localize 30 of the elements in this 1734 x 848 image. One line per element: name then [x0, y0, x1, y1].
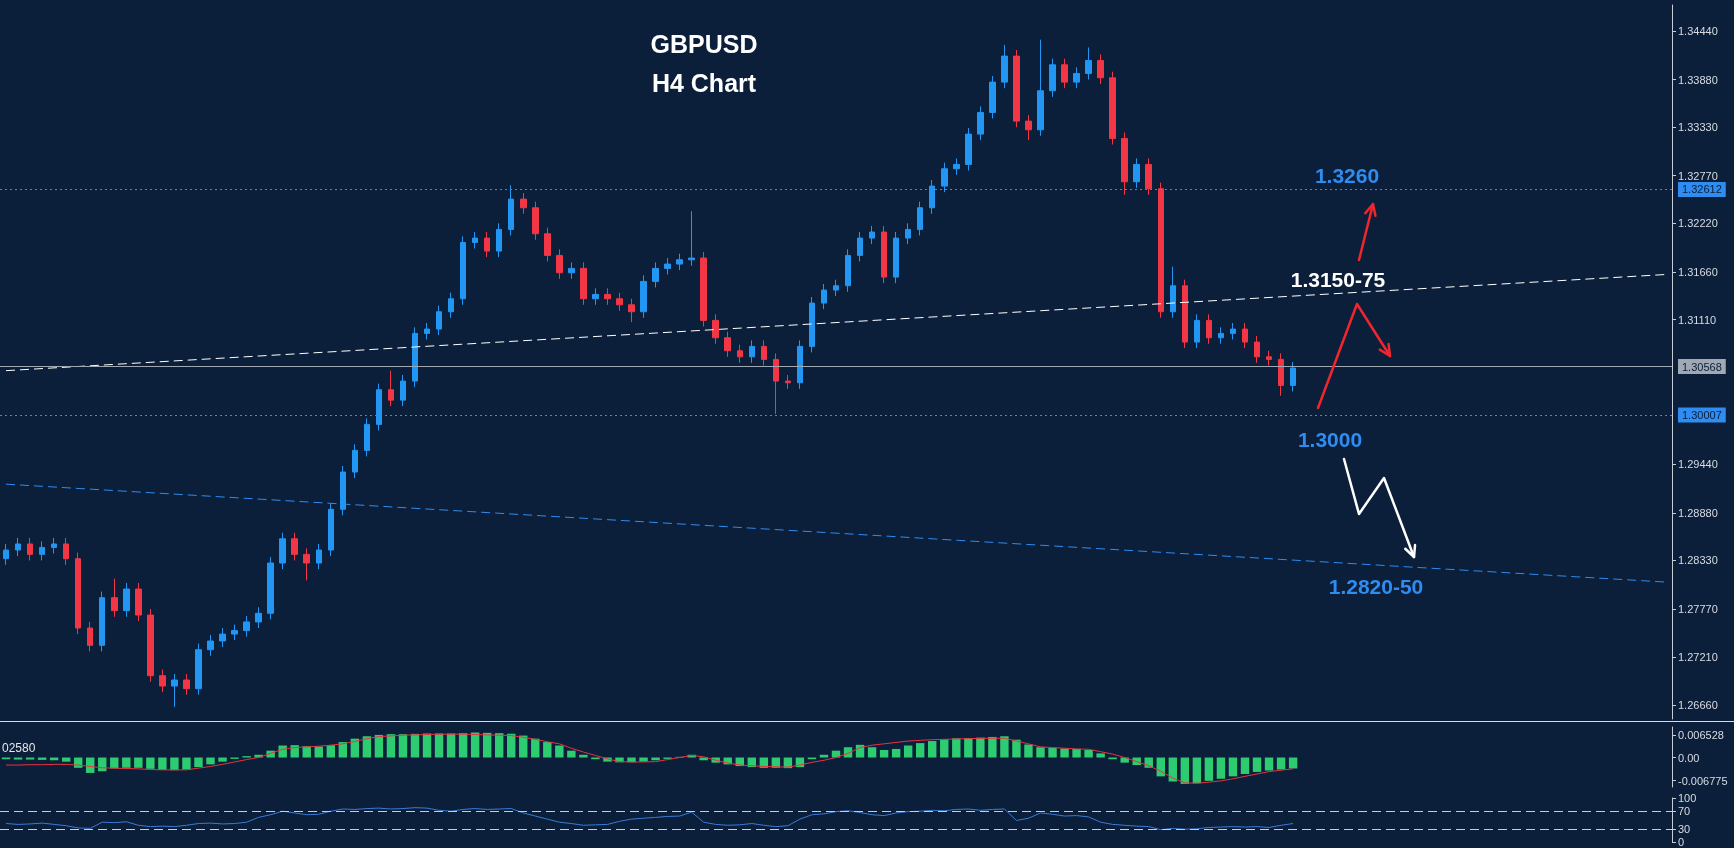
- y-tick-label: 1.31110: [1678, 313, 1717, 326]
- y-tick-label: 1.26660: [1678, 699, 1718, 712]
- y-tick-label: 1.33880: [1678, 73, 1718, 86]
- y-tick-label: 1.27770: [1678, 602, 1718, 615]
- annotation: 1.3150-75: [1290, 267, 1386, 291]
- annotation: 1.2820-50: [1328, 574, 1424, 598]
- ref-line-label: 1.30568: [1682, 360, 1722, 373]
- text: H4 Chart: [651, 68, 757, 97]
- y-tick-label: 1.28880: [1678, 506, 1718, 519]
- ref-line-label: 1.32612: [1682, 183, 1722, 196]
- y-tick-label: 1.32220: [1678, 217, 1718, 230]
- y-tick-label: 1.32770: [1678, 169, 1718, 182]
- text: GBPUSD: [650, 29, 758, 58]
- y-tick-label: 1.31660: [1678, 265, 1718, 278]
- y-tick-label: 0.00: [1678, 751, 1700, 764]
- annotation: 1.3260: [1314, 163, 1380, 187]
- y-tick-label: 100: [1678, 792, 1697, 804]
- y-tick-label: 1.29440: [1678, 458, 1718, 471]
- y-tick-label: 0: [1678, 836, 1685, 848]
- y-tick-label: 30: [1678, 822, 1691, 835]
- y-tick-label: 1.27210: [1678, 651, 1718, 664]
- y-tick-label: 1.28330: [1678, 554, 1718, 567]
- ref-line-label: 1.30007: [1682, 409, 1722, 422]
- y-tick-label: -0.006775: [1678, 774, 1728, 787]
- annotation: 1.3000: [1297, 427, 1363, 451]
- y-tick-label: 0.006528: [1678, 729, 1724, 742]
- annotation: 02580: [2, 741, 36, 755]
- y-tick-label: 70: [1678, 805, 1691, 818]
- y-tick-label: 1.34440: [1678, 25, 1718, 37]
- y-tick-label: 1.33330: [1678, 121, 1718, 134]
